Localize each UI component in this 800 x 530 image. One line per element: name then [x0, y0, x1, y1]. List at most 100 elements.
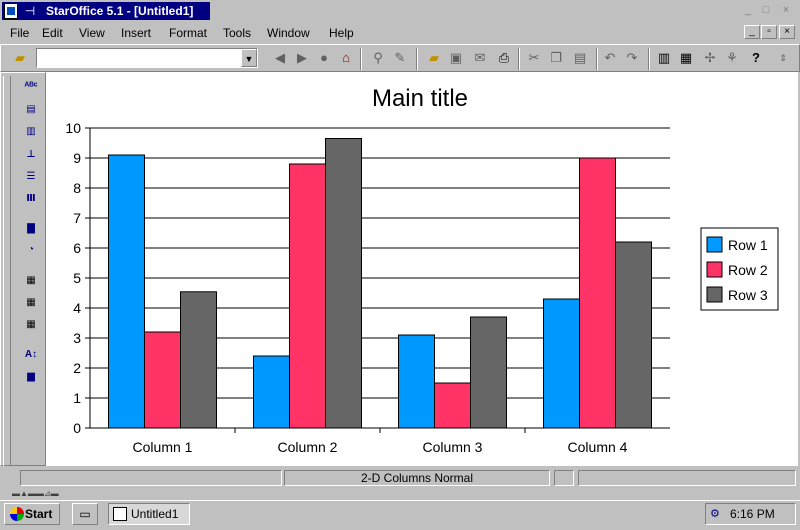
legend-swatch — [707, 287, 722, 302]
y-tick-label: 10 — [65, 120, 81, 136]
autoformat-icon[interactable]: ◔ — [22, 241, 40, 259]
bar-row-2-column-3[interactable] — [435, 383, 471, 428]
gallery-icon[interactable]: ✢ — [700, 48, 720, 68]
x-category-label: Column 2 — [278, 439, 338, 455]
bar-row-1-column-2[interactable] — [254, 356, 290, 428]
y-tick-label: 2 — [73, 360, 81, 376]
status-cell-right — [578, 470, 796, 486]
scale-text-icon[interactable]: A↕ — [22, 346, 40, 364]
legend[interactable]: Row 1 Row 2 Row 3 — [701, 228, 778, 310]
status-cell-left — [20, 470, 282, 486]
y-tick-label: 9 — [73, 150, 81, 166]
chart-canvas[interactable]: Main title 0 1 2 3 4 5 6 7 8 9 10 Column 1 Column 2 C… — [46, 72, 798, 466]
navigator-icon[interactable]: ▥ — [654, 48, 674, 68]
stylist-icon[interactable]: ▦ — [676, 48, 696, 68]
column-chart: Main title 012345678910Column 1 Column 2C… — [46, 72, 798, 466]
document-icon — [113, 507, 127, 521]
paste-icon[interactable]: ▤ — [570, 48, 590, 68]
hidden-toolbar-tabs[interactable]: ▬▲▬▬⊿▬ — [12, 489, 98, 498]
legend-swatch — [707, 262, 722, 277]
help-icon[interactable]: ? — [746, 48, 766, 68]
explorer-icon[interactable]: ⚘ — [722, 48, 742, 68]
cut-icon[interactable]: ✂ — [524, 48, 544, 68]
menu-file[interactable]: File — [10, 25, 29, 41]
bar-row-1-column-4[interactable] — [544, 299, 580, 428]
status-cell-mode — [554, 470, 574, 486]
open-file-icon[interactable]: ▰ — [424, 48, 444, 68]
menu-tools[interactable]: Tools — [223, 25, 251, 41]
window-title: StarOffice 5.1 - [Untitled1] — [46, 2, 193, 20]
horizontal-grids-icon[interactable]: ☰ — [22, 168, 40, 186]
edit-file-icon[interactable]: ✎ — [390, 48, 410, 68]
bar-row-2-column-2[interactable] — [290, 164, 326, 428]
doc-restore-button[interactable]: ▫ — [761, 25, 777, 39]
data-in-columns-icon[interactable]: ▦ — [22, 316, 40, 334]
close-button[interactable]: × — [778, 4, 794, 18]
vertical-grids-icon[interactable]: Ⅲ — [22, 190, 40, 208]
y-tick-label: 8 — [73, 180, 81, 196]
menu-bar: File Edit View Insert Format Tools Windo… — [0, 22, 800, 42]
show-desktop-icon[interactable]: ▭ — [72, 503, 98, 525]
bar-row-1-column-1[interactable] — [109, 155, 145, 428]
chart-type-icon[interactable]: ▇ — [22, 220, 40, 238]
legend-on-off-icon[interactable]: ▤ — [22, 101, 40, 119]
bar-row-3-column-4[interactable] — [616, 242, 652, 428]
email-icon[interactable]: ✉ — [470, 48, 490, 68]
menu-format[interactable]: Format — [169, 25, 207, 41]
bar-row-3-column-2[interactable] — [326, 139, 362, 429]
staroffice-app-icon[interactable] — [4, 3, 18, 19]
legend-label: Row 1 — [728, 237, 768, 253]
home-icon[interactable]: ⌂ — [336, 48, 356, 68]
print-icon[interactable]: ⎙ — [494, 48, 514, 68]
y-tick-label: 3 — [73, 330, 81, 346]
x-category-label: Column 4 — [568, 439, 628, 455]
back-arrow-icon[interactable]: ◀ — [270, 48, 290, 68]
save-icon[interactable]: ▣ — [446, 48, 466, 68]
open-folder-icon[interactable]: ▰ — [10, 48, 30, 68]
bar-row-1-column-3[interactable] — [399, 335, 435, 428]
chart-title[interactable]: Main title — [372, 85, 468, 112]
toolbar-separator — [596, 48, 598, 70]
bar-row-2-column-1[interactable] — [145, 332, 181, 428]
toolbar-separator — [416, 48, 418, 70]
toolbar-handle[interactable] — [3, 76, 11, 466]
doc-close-button[interactable]: × — [779, 25, 795, 39]
status-chart-type: 2-D Columns Normal — [284, 470, 550, 486]
copy-icon[interactable]: ❐ — [546, 48, 566, 68]
bar-row-2-column-4[interactable] — [580, 158, 616, 428]
y-tick-label: 4 — [73, 300, 81, 316]
forward-arrow-icon[interactable]: ▶ — [292, 48, 312, 68]
axis-labels-icon[interactable]: ▥ — [22, 123, 40, 141]
undo-icon[interactable]: ↶ — [600, 48, 620, 68]
toolbar-scroll-arrows[interactable]: ⇕ — [776, 48, 790, 68]
menu-edit[interactable]: Edit — [42, 25, 63, 41]
data-in-rows-icon[interactable]: ▦ — [22, 294, 40, 312]
network-tray-icon[interactable]: ⚙ — [710, 507, 726, 521]
stop-icon[interactable]: ● — [314, 48, 334, 68]
minimize-button[interactable]: _ — [740, 4, 756, 18]
pin-icon[interactable]: ⊣ — [22, 3, 38, 19]
doc-minimize-button[interactable]: _ — [744, 25, 760, 39]
menu-view[interactable]: View — [79, 25, 105, 41]
title-bar: ⊣ StarOffice 5.1 - [Untitled1] _ □ × — [0, 0, 800, 22]
legend-swatch — [707, 237, 722, 252]
menu-insert[interactable]: Insert — [121, 25, 151, 41]
bar-row-3-column-3[interactable] — [471, 317, 507, 428]
toolbar-separator — [360, 48, 362, 70]
toolbar-separator — [648, 48, 650, 70]
url-dropdown-button[interactable]: ▼ — [241, 49, 257, 67]
url-input[interactable] — [36, 48, 258, 68]
menu-window[interactable]: Window — [267, 25, 310, 41]
redo-icon[interactable]: ↷ — [622, 48, 642, 68]
menu-help[interactable]: Help — [329, 25, 354, 41]
maximize-button[interactable]: □ — [758, 4, 774, 18]
title-on-off-icon[interactable]: ᴬᴮᶜ — [22, 78, 40, 96]
bar-row-3-column-1[interactable] — [181, 292, 217, 428]
chart-data-table-icon[interactable]: ▦ — [22, 272, 40, 290]
search-icon[interactable]: ⚲ — [368, 48, 388, 68]
axes-on-off-icon[interactable]: ⊥ — [22, 146, 40, 164]
y-tick-label: 0 — [73, 420, 81, 436]
bars — [109, 139, 652, 429]
legend-label: Row 2 — [728, 262, 768, 278]
reorganize-chart-icon[interactable]: ▆ — [22, 368, 40, 386]
